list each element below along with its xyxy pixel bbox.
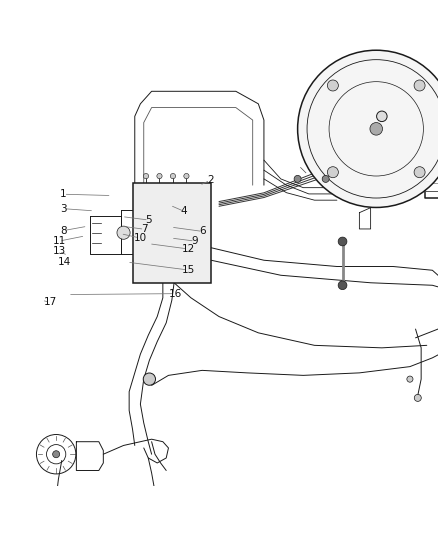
Circle shape bbox=[322, 175, 329, 182]
Text: 12: 12 bbox=[182, 244, 195, 254]
Text: 14: 14 bbox=[58, 257, 71, 267]
Circle shape bbox=[414, 167, 425, 177]
Circle shape bbox=[143, 173, 148, 179]
Circle shape bbox=[184, 173, 189, 179]
Text: 9: 9 bbox=[191, 236, 198, 246]
Text: 5: 5 bbox=[145, 215, 152, 225]
Circle shape bbox=[338, 281, 347, 289]
Text: 17: 17 bbox=[44, 297, 57, 308]
Circle shape bbox=[414, 394, 421, 401]
Text: 1: 1 bbox=[60, 189, 67, 199]
Text: 11: 11 bbox=[53, 236, 66, 246]
Circle shape bbox=[370, 123, 382, 135]
Text: 10: 10 bbox=[134, 233, 147, 243]
Circle shape bbox=[117, 226, 130, 239]
Circle shape bbox=[297, 50, 438, 207]
Circle shape bbox=[294, 175, 301, 182]
Circle shape bbox=[414, 80, 425, 91]
Text: 3: 3 bbox=[60, 204, 67, 214]
FancyBboxPatch shape bbox=[133, 183, 211, 283]
Circle shape bbox=[143, 373, 155, 385]
Circle shape bbox=[407, 376, 413, 382]
Circle shape bbox=[377, 111, 387, 122]
Circle shape bbox=[327, 80, 339, 91]
Text: 13: 13 bbox=[53, 246, 66, 256]
Circle shape bbox=[53, 451, 60, 458]
Text: 4: 4 bbox=[180, 206, 187, 216]
Circle shape bbox=[109, 488, 116, 495]
Text: 16: 16 bbox=[169, 289, 182, 298]
Circle shape bbox=[338, 237, 347, 246]
Circle shape bbox=[55, 495, 61, 501]
Text: 6: 6 bbox=[199, 227, 206, 237]
Text: 2: 2 bbox=[207, 175, 214, 185]
Circle shape bbox=[70, 495, 76, 501]
Circle shape bbox=[157, 173, 162, 179]
Text: 7: 7 bbox=[141, 224, 148, 235]
Circle shape bbox=[64, 488, 71, 495]
Text: 15: 15 bbox=[182, 265, 195, 275]
Text: 8: 8 bbox=[60, 225, 67, 236]
Circle shape bbox=[84, 488, 91, 495]
Circle shape bbox=[327, 167, 339, 177]
Circle shape bbox=[170, 173, 176, 179]
